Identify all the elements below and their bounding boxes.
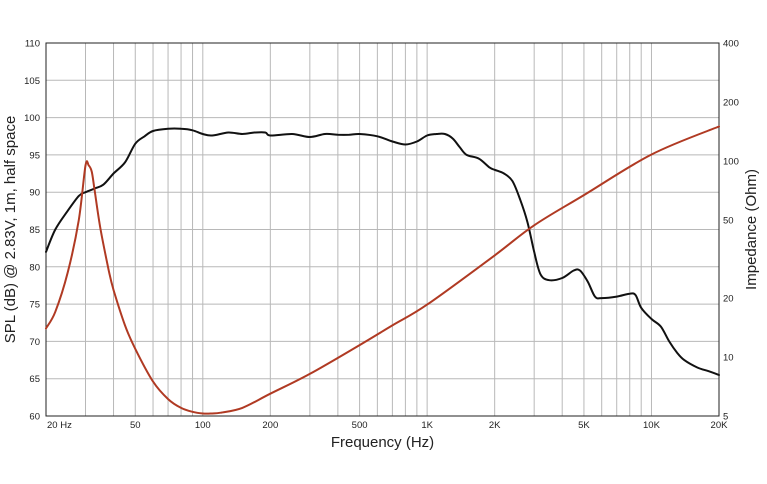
- x-tick-label: 20 Hz: [47, 420, 72, 431]
- y-left-tick-label: 95: [29, 150, 40, 161]
- y-left-tick-label: 100: [24, 113, 40, 124]
- plot-frame: [45, 42, 720, 417]
- x-tick-label: 10K: [643, 420, 661, 431]
- x-tick-label: 1K: [421, 420, 433, 431]
- spl-curve: [45, 127, 720, 376]
- x-tick-label: 5K: [578, 420, 590, 431]
- x-tick-label: 200: [262, 420, 278, 431]
- y-right-tick-label: 100: [723, 157, 739, 168]
- y-right-tick-label: 200: [723, 98, 739, 109]
- y-left-tick-label: 90: [29, 188, 40, 199]
- x-tick-label: 100: [195, 420, 211, 431]
- series: [45, 125, 720, 415]
- x-tick-label: 500: [352, 420, 368, 431]
- y-right-tick-label: 5: [723, 412, 728, 423]
- y-left-tick-label: 65: [29, 374, 40, 385]
- y-right-tick-label: 10: [723, 352, 734, 363]
- x-tick-label: 20K: [711, 420, 729, 431]
- y-left-axis-title: SPL (dB) @ 2.83V, 1m, half space: [2, 116, 19, 344]
- y-left-tick-label: 75: [29, 300, 40, 311]
- y-left-tick-label: 110: [25, 39, 40, 50]
- y-left-tick-label: 70: [29, 337, 40, 348]
- x-tick-label: 50: [130, 420, 141, 431]
- y-left-tick-label: 80: [29, 262, 40, 273]
- y-right-tick-label: 20: [723, 293, 734, 304]
- y-right-tick-label: 50: [723, 216, 734, 227]
- y-left-tick-label: 105: [24, 76, 40, 87]
- impedance-curve: [45, 125, 720, 415]
- x-axis-title: Frequency (Hz): [331, 434, 434, 451]
- y-right-tick-label: 400: [723, 39, 739, 50]
- tick-labels: 20 Hz 50 100 200 500 1K 2K 5K 10K 20K 60 65 70 75 80 85…: [24, 39, 739, 432]
- grid: [45, 42, 720, 417]
- y-left-tick-label: 60: [29, 412, 40, 423]
- y-right-axis-title: Impedance (Ohm): [743, 169, 760, 290]
- y-left-tick-label: 85: [29, 225, 40, 236]
- x-tick-label: 2K: [489, 420, 501, 431]
